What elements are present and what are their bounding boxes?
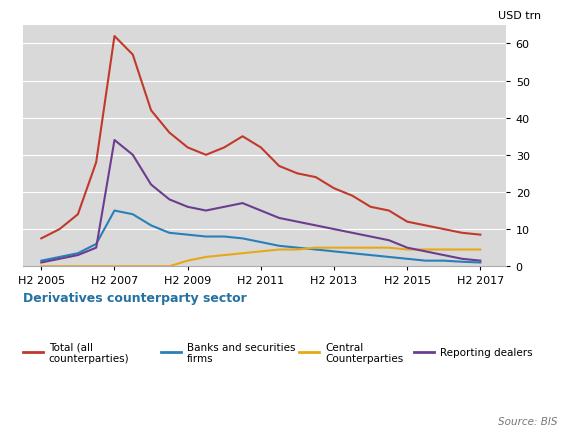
Text: Central
Counterparties: Central Counterparties: [325, 342, 403, 363]
Text: Derivatives counterparty sector: Derivatives counterparty sector: [23, 291, 247, 304]
Text: Reporting dealers: Reporting dealers: [440, 347, 532, 358]
Text: Total (all
counterparties): Total (all counterparties): [49, 342, 129, 363]
Text: USD trn: USD trn: [497, 11, 540, 21]
Text: Banks and securities
firms: Banks and securities firms: [187, 342, 296, 363]
Text: Source: BIS: Source: BIS: [499, 416, 558, 426]
